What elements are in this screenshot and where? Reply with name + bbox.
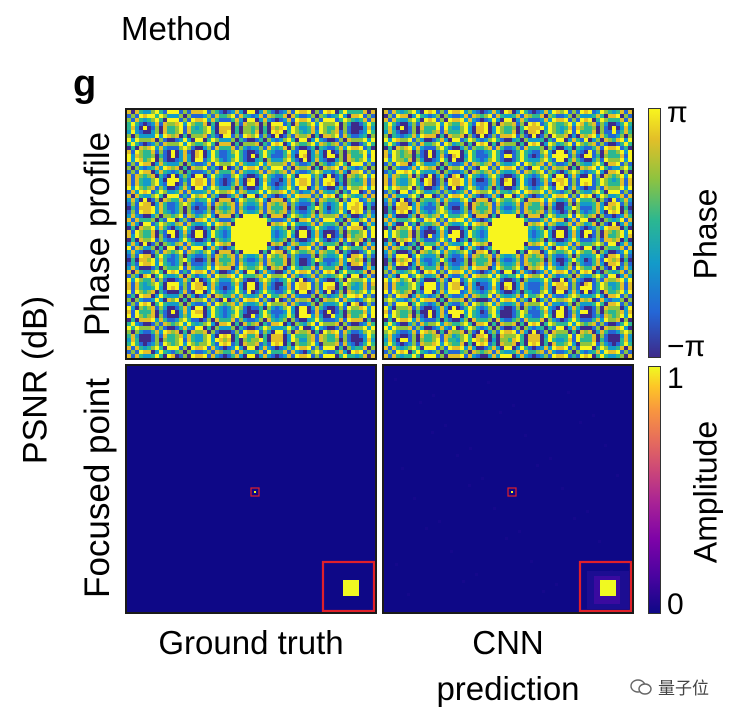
focused-point-image-ground-truth xyxy=(127,366,375,612)
focus-panel-cnn xyxy=(382,364,634,614)
method-title: Method xyxy=(121,10,232,47)
outer-axis-label-text: PSNR (dB) xyxy=(16,295,55,465)
phase-colorbar xyxy=(648,108,661,358)
phase-panel-cnn xyxy=(382,108,634,360)
amplitude-colorbar xyxy=(648,366,661,614)
amplitude-colorbar-label-text: Amplitude xyxy=(687,420,724,564)
phase-panel-ground-truth xyxy=(125,108,377,360)
focal-point-marker xyxy=(507,487,517,497)
watermark-text: 量子位 xyxy=(658,679,709,698)
amplitude-colorbar-max-tick: 1 xyxy=(667,362,684,395)
focus-panel-ground-truth xyxy=(125,364,377,614)
zoom-inset-box xyxy=(321,560,375,612)
amplitude-colorbar-min-tick: 0 xyxy=(667,588,684,621)
panel-letter: g xyxy=(73,63,97,105)
focused-point-image-cnn xyxy=(384,366,632,612)
wechat-logo-icon xyxy=(630,678,652,695)
phase-profile-image-ground-truth xyxy=(127,110,375,358)
phase-colorbar-label-text: Phase xyxy=(687,188,724,280)
phase-profile-image-cnn xyxy=(384,110,632,358)
row-label-phase-profile-text: Phase profile xyxy=(78,131,117,337)
zoom-inset-box xyxy=(578,560,632,612)
phase-colorbar-max-tick: π xyxy=(667,96,688,129)
focal-point-marker xyxy=(250,487,260,497)
row-label-focused-point-text: Focused point xyxy=(78,378,117,598)
watermark: 量子位 xyxy=(630,674,709,699)
column-label-ground-truth: Ground truth xyxy=(158,624,344,661)
phase-colorbar-min-tick: −π xyxy=(667,330,706,363)
column-label-cnn-prediction: CNN prediction xyxy=(436,624,580,707)
